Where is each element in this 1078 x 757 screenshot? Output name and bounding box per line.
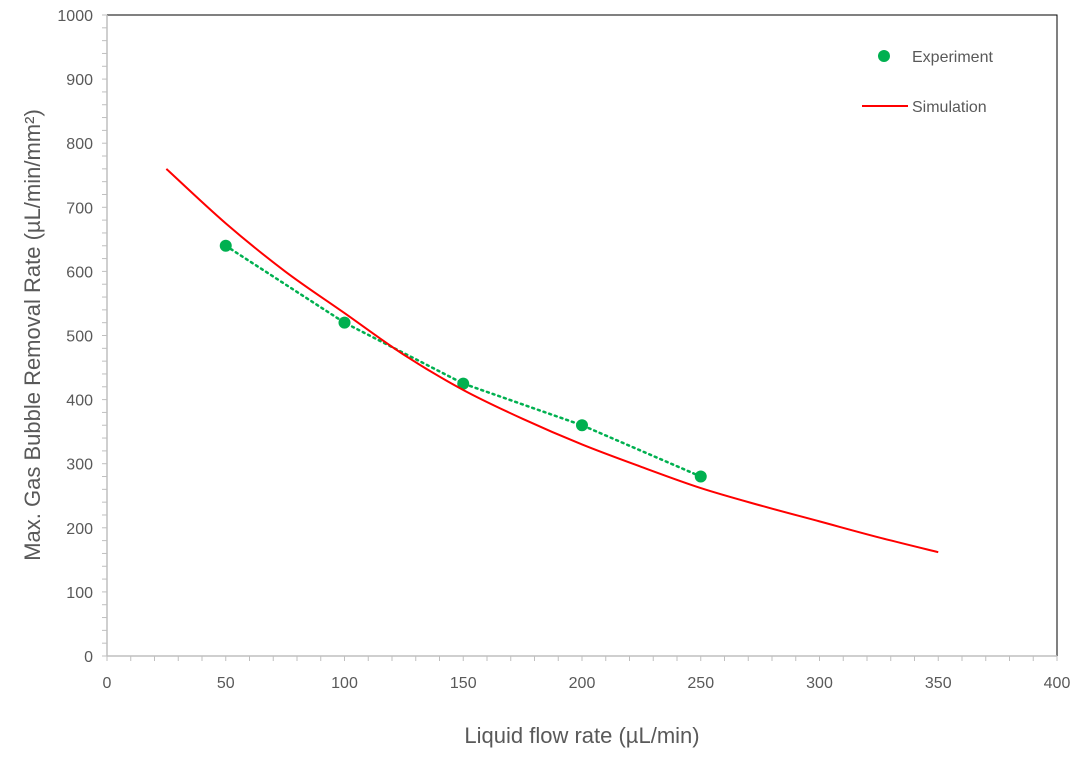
y-tick-label: 0: [84, 649, 93, 666]
x-tick-label: 0: [103, 675, 112, 692]
y-tick-label: 700: [66, 200, 93, 217]
experiment-point: [457, 377, 470, 390]
y-tick-label: 900: [66, 72, 93, 89]
y-tick-label: 300: [66, 457, 93, 474]
y-tick-label: 800: [66, 136, 93, 153]
x-tick-label: 400: [1044, 675, 1071, 692]
simulation-line: [165, 168, 939, 554]
experiment-point: [338, 316, 351, 329]
experiment-point: [694, 470, 707, 483]
x-tick-label: 100: [331, 675, 358, 692]
y-axis-title: Max. Gas Bubble Removal Rate (µL/min/mm²…: [20, 109, 45, 561]
y-tick-label: 200: [66, 521, 93, 538]
legend-simulation-label: Simulation: [912, 99, 987, 116]
y-tick-label: 1000: [57, 8, 93, 25]
experiment-point: [576, 419, 588, 432]
y-tick-label: 400: [66, 393, 93, 410]
x-tick-label: 300: [806, 675, 833, 692]
x-tick-label: 250: [687, 675, 714, 692]
x-axis-title: Liquid flow rate (µL/min): [464, 723, 699, 748]
y-tick-label: 600: [66, 264, 93, 281]
legend-experiment-marker: [878, 50, 890, 62]
x-tick-label: 350: [925, 675, 952, 692]
minor-ticks: [102, 14, 1058, 661]
legend: Experiment Simulation: [862, 49, 993, 116]
tick-labels: 0 50 100 150 200 250 300 350 400 0 100 200 300 400 500…: [57, 8, 1070, 692]
series-layer: [165, 168, 939, 554]
y-tick-label: 500: [66, 329, 93, 346]
x-tick-label: 200: [569, 675, 596, 692]
y-tick-label: 100: [66, 585, 93, 602]
x-tick-label: 150: [450, 675, 477, 692]
legend-experiment-label: Experiment: [912, 49, 993, 66]
x-tick-label: 50: [217, 675, 235, 692]
experiment-point: [219, 239, 232, 252]
